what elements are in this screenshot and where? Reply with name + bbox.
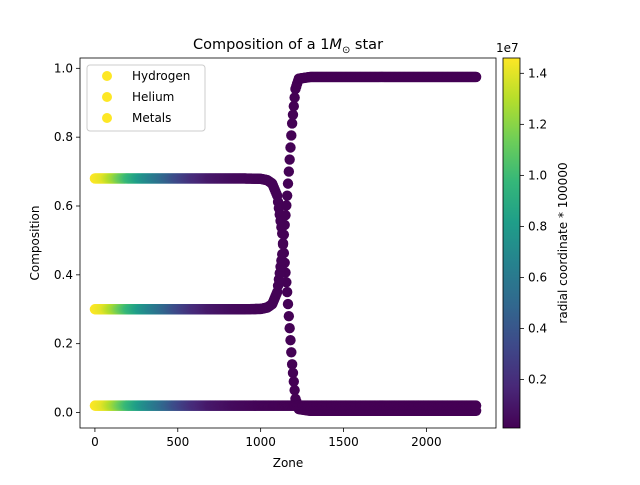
point (277, 248, 288, 260)
colorbar-gradient (503, 58, 520, 428)
chart-title: Composition of a 1M⊙ star (193, 37, 383, 56)
colorbar-tick-label: 0.2 (528, 373, 547, 387)
point (286, 347, 297, 358)
colorbar-tick-label: 1.0 (528, 168, 547, 182)
legend-label: Hydrogen (132, 69, 190, 83)
point (281, 200, 292, 211)
colorbar-tick-label: 0.4 (528, 321, 547, 335)
point (281, 190, 293, 201)
x-tick-label: 1500 (328, 435, 359, 449)
point (288, 100, 299, 112)
colorbar-tick-label: 0.6 (528, 270, 547, 284)
point (287, 109, 299, 120)
point (287, 367, 299, 379)
colorbar: 0.2 0.4 0.6 0.8 1.0 1.2 1.4 1e7 radial coordin… (496, 41, 570, 429)
series-metals (89, 400, 482, 411)
point (286, 118, 298, 129)
x-tick-label: 2000 (411, 435, 442, 449)
legend-label: Metals (132, 111, 171, 125)
point (289, 384, 300, 396)
y-tick-label: 0.4 (54, 268, 73, 282)
point (279, 219, 290, 231)
colorbar-frame (502, 57, 521, 429)
point (289, 92, 300, 103)
colorbar-tick-label: 1.2 (528, 117, 547, 131)
x-tick-label: 500 (166, 435, 189, 449)
y-axis-label: Composition (28, 206, 42, 281)
point (470, 71, 482, 83)
y-tick-label: 0.8 (54, 130, 73, 144)
point (284, 322, 295, 334)
colorbar-tick-label: 1.4 (528, 66, 547, 80)
y-tick-label: 0.0 (54, 406, 73, 420)
point (281, 286, 293, 298)
point (283, 166, 295, 177)
point (288, 376, 299, 387)
plot-frame (79, 57, 497, 429)
point (470, 400, 482, 411)
point (282, 178, 294, 189)
x-axis-label: Zone (273, 456, 304, 470)
point (286, 359, 298, 370)
colorbar-tick-label: 0.8 (528, 219, 547, 233)
point (285, 335, 296, 346)
y-tick-label: 0.2 (54, 337, 73, 351)
colorbar-label: radial coordinate * 100000 (556, 162, 570, 323)
legend-marker (102, 71, 112, 81)
series-helium (89, 71, 482, 315)
legend: Hydrogen Helium Metals (86, 64, 206, 132)
point (277, 239, 289, 250)
legend-marker (102, 113, 112, 123)
point (284, 154, 295, 165)
y-axis-ticks: 0.0 0.2 0.4 0.6 0.8 1.0 (54, 61, 80, 420)
legend-marker (102, 92, 112, 102)
legend-label: Helium (132, 90, 174, 104)
y-tick-label: 1.0 (54, 61, 73, 75)
scatter-points (89, 71, 482, 416)
point (286, 130, 297, 141)
x-tick-label: 0 (91, 435, 99, 449)
point (278, 229, 290, 240)
point (285, 142, 296, 153)
legend-box (86, 64, 206, 132)
y-tick-label: 0.6 (54, 199, 73, 213)
point (280, 209, 291, 221)
point (283, 310, 295, 322)
x-tick-label: 1000 (245, 435, 276, 449)
x-axis-ticks: 0 500 1000 1500 2000 (91, 428, 442, 449)
point (282, 298, 294, 310)
colorbar-exponent-label: 1e7 (496, 41, 519, 55)
